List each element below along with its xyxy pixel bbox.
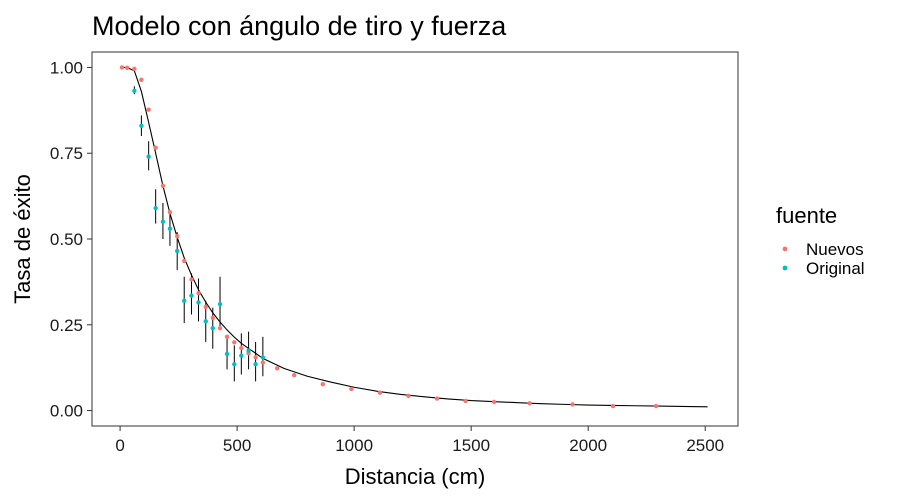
point-original bbox=[139, 123, 144, 128]
y-tick-label: 1.00 bbox=[50, 58, 83, 77]
point-original bbox=[232, 362, 237, 367]
point-original bbox=[224, 351, 230, 357]
point-nuevos bbox=[463, 398, 468, 404]
point-original bbox=[196, 300, 201, 305]
point-nuevos bbox=[527, 401, 532, 406]
legend-key-nuevos bbox=[782, 246, 788, 252]
x-tick-label: 1000 bbox=[335, 436, 373, 455]
x-tick-label: 2000 bbox=[569, 436, 607, 455]
point-nuevos bbox=[491, 399, 497, 405]
point-original bbox=[167, 226, 173, 231]
point-original bbox=[239, 353, 244, 358]
model-curve bbox=[120, 66, 708, 408]
y-tick-label: 0.00 bbox=[50, 402, 83, 421]
y-tick-label: 0.75 bbox=[50, 144, 83, 163]
x-tick-label: 500 bbox=[223, 436, 251, 455]
point-nuevos bbox=[653, 403, 659, 409]
point-nuevos bbox=[167, 210, 173, 215]
point-nuevos bbox=[260, 360, 266, 365]
point-original bbox=[210, 326, 215, 331]
point-nuevos bbox=[434, 396, 440, 401]
point-nuevos bbox=[189, 277, 194, 282]
point-original bbox=[203, 319, 208, 324]
point-original bbox=[146, 154, 151, 159]
point-nuevos bbox=[203, 304, 208, 310]
point-nuevos bbox=[224, 334, 230, 339]
point-nuevos bbox=[349, 386, 354, 392]
point-nuevos bbox=[292, 373, 297, 378]
x-tick-label: 2500 bbox=[686, 436, 724, 455]
point-original bbox=[174, 248, 180, 254]
point-nuevos bbox=[153, 145, 158, 150]
point-original bbox=[189, 293, 194, 298]
chart-title: Modelo con ángulo de tiro y fuerza bbox=[92, 11, 507, 41]
point-nuevos bbox=[196, 291, 201, 296]
legend-label: Original bbox=[806, 259, 865, 278]
x-axis: 0 500 1000 1500 2000 2500 bbox=[115, 426, 724, 455]
point-original bbox=[153, 205, 158, 211]
point-nuevos bbox=[320, 381, 325, 387]
point-nuevos bbox=[217, 326, 223, 331]
point-nuevos bbox=[119, 65, 125, 70]
point-original bbox=[132, 88, 137, 93]
point-nuevos bbox=[139, 77, 144, 82]
point-nuevos bbox=[253, 355, 258, 360]
point-nuevos bbox=[174, 234, 180, 239]
point-nuevos bbox=[132, 66, 137, 72]
y-tick-label: 0.50 bbox=[50, 230, 83, 249]
point-nuevos bbox=[210, 315, 215, 321]
x-axis-title: Distancia (cm) bbox=[345, 464, 486, 489]
point-original bbox=[246, 348, 251, 353]
point-nuevos bbox=[146, 107, 151, 112]
point-nuevos bbox=[570, 402, 575, 407]
legend-label: Nuevos bbox=[806, 240, 864, 259]
point-nuevos bbox=[232, 340, 237, 345]
point-original bbox=[253, 362, 258, 367]
point-nuevos bbox=[124, 65, 130, 70]
x-tick-label: 0 bbox=[115, 436, 124, 455]
y-tick-label: 0.25 bbox=[50, 316, 83, 335]
point-nuevos bbox=[239, 345, 244, 351]
y-axis-title: Tasa de éxito bbox=[10, 174, 35, 304]
point-nuevos bbox=[610, 403, 616, 409]
y-axis: 0.00 0.25 0.50 0.75 1.00 bbox=[50, 58, 92, 421]
x-tick-label: 1500 bbox=[452, 436, 490, 455]
point-nuevos bbox=[274, 366, 280, 371]
point-nuevos bbox=[406, 393, 411, 399]
point-nuevos bbox=[160, 183, 166, 189]
data-points bbox=[119, 65, 659, 409]
point-original bbox=[260, 355, 266, 360]
point-nuevos bbox=[182, 258, 187, 264]
point-original bbox=[182, 298, 187, 303]
legend-key-original bbox=[782, 265, 788, 271]
plot-panel bbox=[91, 51, 739, 427]
legend-title: fuente bbox=[776, 203, 837, 228]
point-original bbox=[217, 301, 223, 307]
point-original bbox=[160, 219, 166, 225]
point-nuevos bbox=[377, 390, 383, 395]
